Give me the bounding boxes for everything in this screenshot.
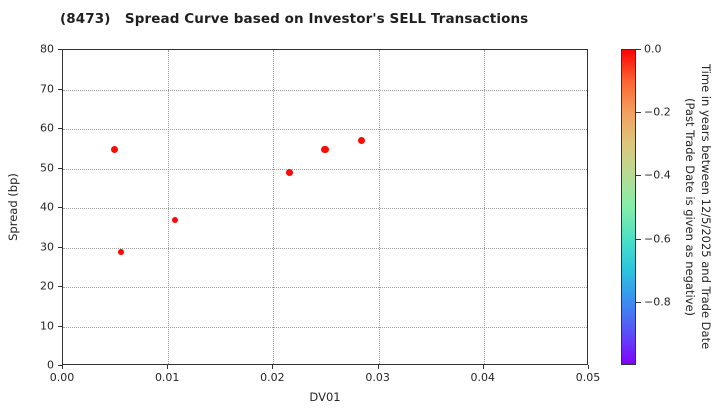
- x-tick-label: 0.00: [49, 371, 75, 384]
- x-gridline: [483, 50, 485, 364]
- colorbar-tick-label: −0.4: [644, 168, 671, 182]
- y-tick-label: 50: [40, 161, 54, 174]
- y-gridline: [63, 129, 587, 130]
- colorbar-label-line1: Time in years between 12/5/2025 and Trad…: [699, 64, 714, 350]
- x-tick-label: 0.03: [365, 371, 390, 384]
- plot-area: [62, 49, 588, 365]
- colorbar: [621, 49, 636, 365]
- y-tick-label: 80: [40, 42, 54, 56]
- y-tick-mark: [58, 286, 62, 287]
- scatter-point: [358, 136, 366, 145]
- x-tick-mark: [588, 365, 589, 369]
- x-tick-label: 0.01: [154, 371, 180, 384]
- x-tick-label: 0.05: [575, 371, 601, 384]
- x-axis-label: DV01: [309, 390, 341, 404]
- colorbar-tick-label: −0.6: [644, 232, 671, 246]
- colorbar-tick-label: −0.8: [644, 295, 671, 309]
- y-gridline: [63, 247, 587, 249]
- x-tick-mark: [482, 365, 484, 369]
- colorbar-tick-label: 0.0: [644, 42, 662, 56]
- chart-title: (8473) Spread Curve based on Investor's …: [60, 11, 529, 27]
- y-gridline: [63, 326, 587, 328]
- scatter-point: [111, 145, 119, 153]
- colorbar-label-line2: (Past Trade Date is given as negative): [683, 97, 698, 317]
- y-tick-label: 30: [40, 240, 54, 253]
- scatter-point: [321, 145, 329, 153]
- y-tick-mark: [58, 88, 62, 90]
- y-gridline: [63, 89, 587, 91]
- y-tick-label: 70: [40, 82, 54, 95]
- scatter-point: [285, 169, 293, 177]
- x-gridline: [378, 50, 380, 364]
- colorbar-tick-mark: [636, 301, 641, 303]
- colorbar-tick-label: −0.2: [644, 105, 671, 119]
- x-gridline: [168, 50, 170, 364]
- y-gridline: [63, 208, 587, 209]
- scatter-point: [171, 216, 178, 223]
- y-tick-mark: [58, 167, 62, 169]
- y-tick-mark: [58, 207, 62, 208]
- colorbar-tick-mark: [636, 49, 641, 50]
- colorbar-label: Time in years between 12/5/2025 and Trad…: [682, 49, 714, 365]
- x-tick-mark: [272, 365, 274, 369]
- x-tick-label: 0.04: [470, 371, 496, 384]
- y-tick-label: 60: [40, 121, 54, 135]
- y-gridline: [63, 168, 587, 170]
- scatter-point: [118, 249, 124, 255]
- y-tick-mark: [58, 246, 62, 248]
- y-axis-label: Spread (bp): [6, 173, 20, 241]
- colorbar-tick-mark: [636, 238, 641, 240]
- y-tick-mark: [58, 365, 62, 366]
- x-tick-mark: [377, 365, 379, 369]
- colorbar-tick-mark: [636, 175, 641, 177]
- x-tick-mark: [167, 365, 169, 369]
- colorbar-tick-mark: [636, 112, 641, 114]
- y-gridline: [63, 287, 587, 288]
- x-gridline: [273, 50, 275, 364]
- x-tick-mark: [62, 365, 63, 369]
- y-tick-mark: [58, 49, 62, 50]
- y-tick-mark: [58, 128, 62, 129]
- y-tick-label: 40: [40, 200, 54, 214]
- y-tick-mark: [58, 325, 62, 327]
- y-tick-label: 0: [47, 358, 54, 372]
- x-tick-label: 0.02: [260, 371, 285, 384]
- y-tick-label: 20: [40, 279, 54, 293]
- y-tick-label: 10: [40, 319, 54, 332]
